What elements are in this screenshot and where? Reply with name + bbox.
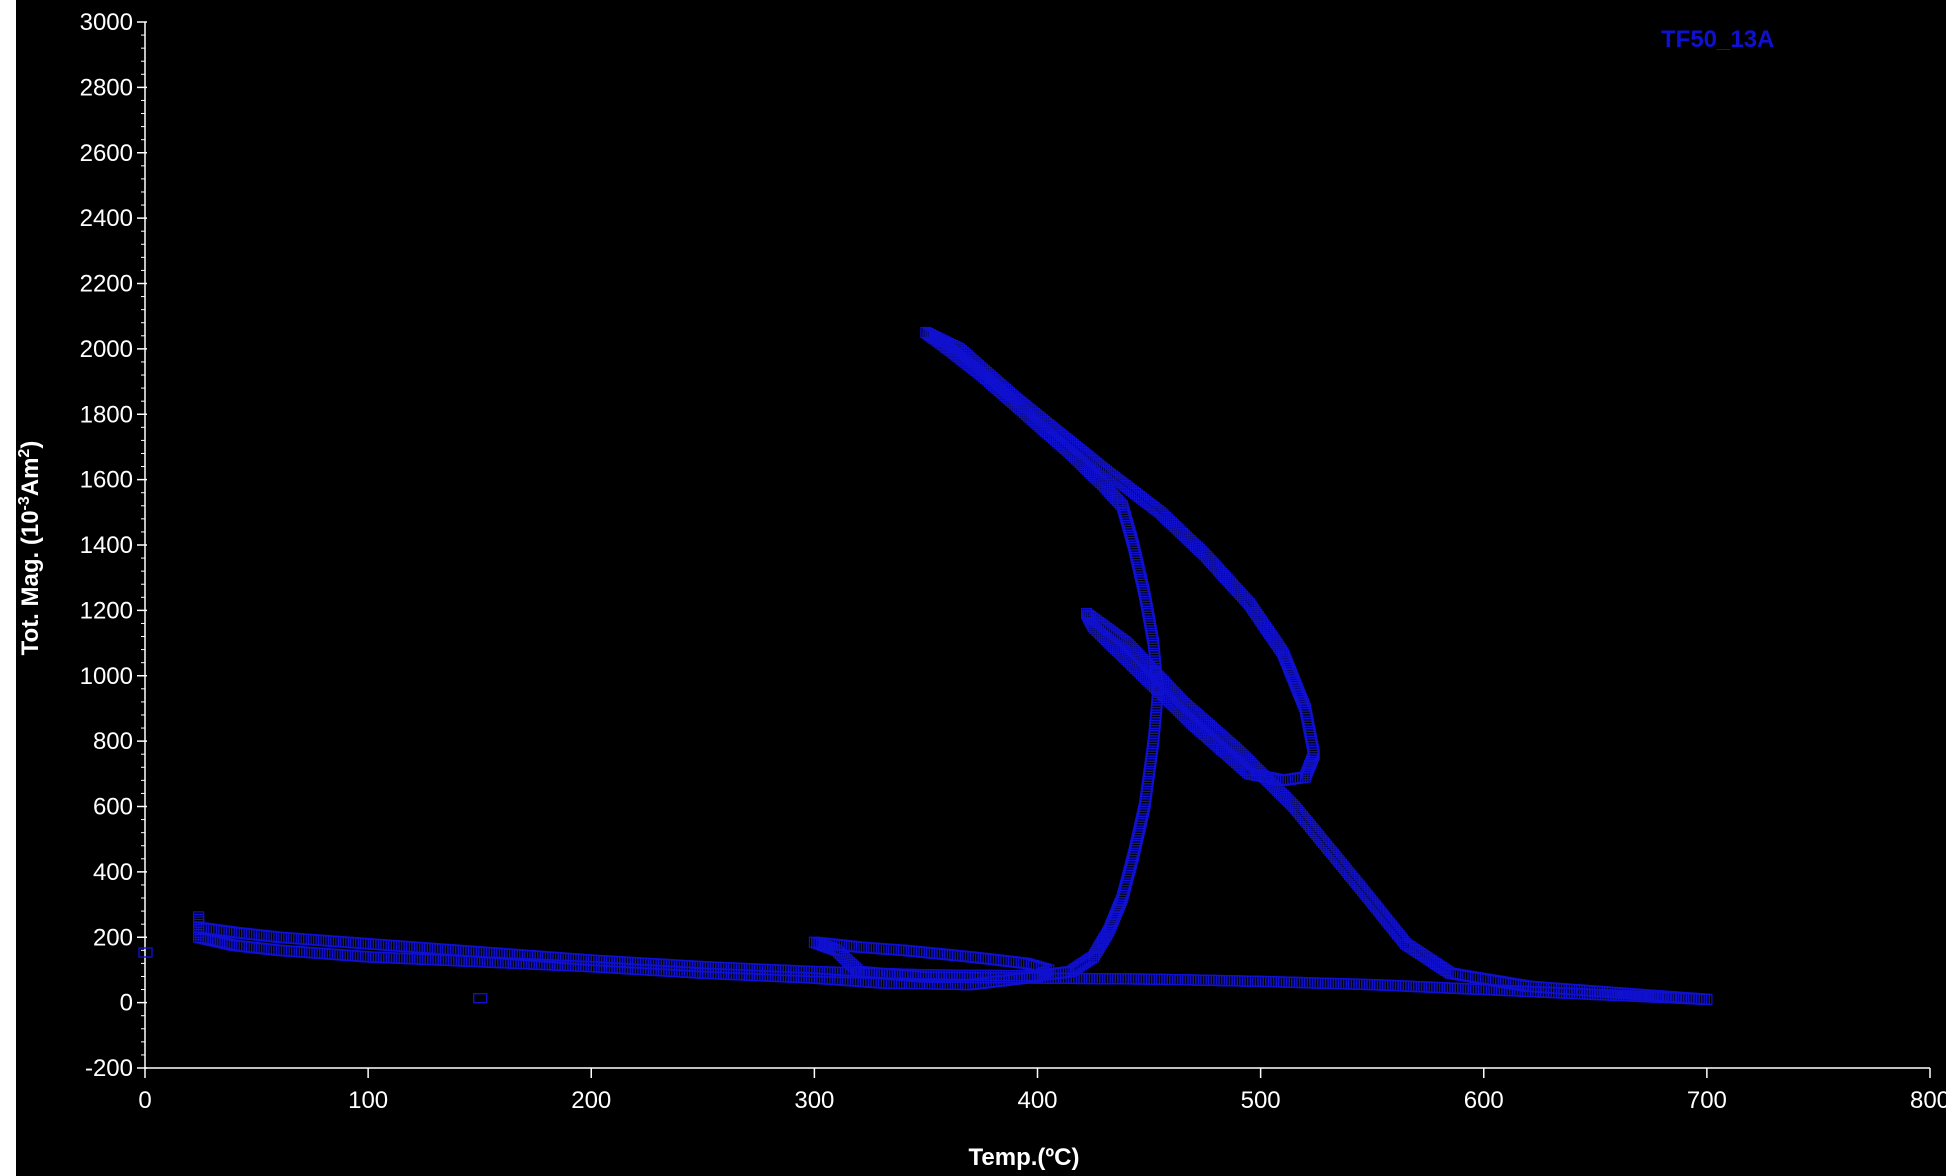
y-tick-label: 1800 (80, 401, 133, 428)
data-point (1249, 606, 1261, 619)
data-point (1113, 631, 1125, 643)
data-point (1111, 630, 1123, 642)
y-tick-label: 0 (120, 990, 133, 1017)
data-point (1410, 945, 1422, 957)
y-tick-label: 2200 (80, 271, 133, 298)
data-point (1300, 769, 1312, 781)
data-point (1421, 952, 1433, 964)
y-tick-label: 2600 (80, 140, 133, 167)
x-axis-title: Temp.(ºC) (969, 1144, 1080, 1171)
data-point (1267, 632, 1279, 644)
x-tick-label: 500 (1241, 1087, 1281, 1114)
y-tick-label: 1000 (80, 663, 133, 690)
chart: -200020040060080010001200140016001800200… (16, 9, 1946, 1171)
y-tick-label: 1400 (80, 532, 133, 559)
x-tick-label: 0 (138, 1087, 151, 1114)
data-point (922, 328, 934, 340)
legend-entry: TF50_13A (1661, 26, 1774, 53)
data-point (1400, 938, 1412, 950)
x-tick-label: 700 (1687, 1087, 1727, 1114)
axes (137, 21, 1931, 1078)
plot-panel: -200 0 200 400 600 800 1000 1200 1400 1600 1800 200… (16, 0, 1946, 1176)
data-point (1431, 959, 1444, 971)
data-point (193, 911, 205, 923)
data-point (1425, 954, 1437, 967)
y-tick-label: 600 (93, 794, 133, 821)
x-tick-label: 800 (1910, 1087, 1946, 1114)
data-point (1081, 955, 1093, 967)
data-point (1097, 619, 1109, 632)
data-point (929, 331, 941, 343)
data-point (1109, 628, 1121, 640)
data-point (1259, 621, 1272, 633)
data-point (1254, 613, 1266, 625)
tick-labels: -200020040060080010001200140016001800200… (80, 9, 1946, 1114)
data-point (1404, 940, 1416, 953)
y-tick-label: 1200 (80, 597, 133, 624)
data-point (138, 947, 153, 958)
data-point (1264, 628, 1276, 640)
data-point (1270, 636, 1282, 648)
data-point (473, 993, 488, 1004)
data-point (1243, 598, 1256, 610)
y-tick-label: -200 (85, 1055, 133, 1082)
y-tick-label: 2800 (80, 74, 133, 101)
y-tick-label: 800 (93, 728, 133, 755)
data-point (1440, 964, 1452, 977)
y-axis-title: Tot. Mag. (10-3Am2) (16, 441, 44, 656)
data-point (1246, 602, 1259, 614)
data-point (1265, 630, 1277, 642)
y-tick-label: 1600 (80, 467, 133, 494)
y-tick-label: 400 (93, 859, 133, 886)
x-tick-label: 600 (1464, 1087, 1504, 1114)
x-tick-label: 400 (1017, 1087, 1057, 1114)
data-point (1101, 622, 1113, 635)
y-tick-label: 200 (93, 924, 133, 951)
x-tick-label: 200 (571, 1087, 611, 1114)
x-tick-label: 300 (794, 1087, 834, 1114)
data-point (1414, 947, 1427, 960)
data-point (1436, 961, 1448, 974)
data-point (1256, 617, 1269, 629)
x-tick-label: 100 (348, 1087, 388, 1114)
y-tick-label: 2400 (80, 205, 133, 232)
data-point (1099, 621, 1111, 633)
y-tick-label: 2000 (80, 336, 133, 363)
y-tick-label: 3000 (80, 9, 133, 36)
data-point (1248, 604, 1260, 616)
data-series (138, 326, 1713, 1006)
